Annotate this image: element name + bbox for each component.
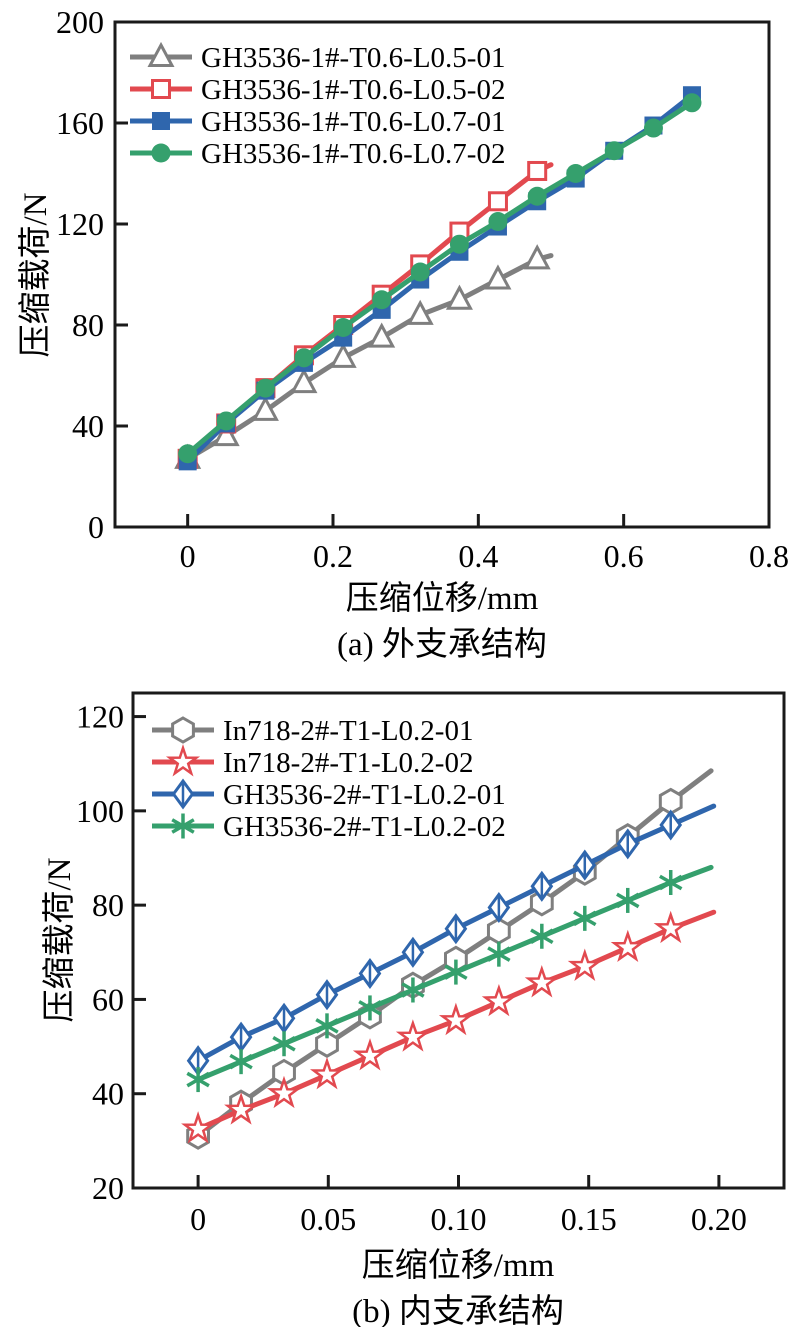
series-In718-2#-T1-L0.2-02 [181,909,717,1144]
legend-label: GH3536-1#-T0.6-L0.7-02 [201,138,505,170]
legend-entry-GH3536-2#-T1-L0.2-01: GH3536-2#-T1-L0.2-01 [152,778,506,811]
legend-entry-GH3536-1#-T0.6-L0.5-01: GH3536-1#-T0.6-L0.5-01 [130,41,505,74]
legend-label: In718-2#-T1-L0.2-01 [223,715,473,747]
series-GH3536-2#-T1-L0.2-01 [186,803,717,1077]
x-tick-label: 0 [180,538,196,574]
y-tick-label: 40 [72,408,104,444]
chart-b-canvas: 0 0.05 0.10 0.15 0.20 20 40 60 80 100 120 In718-2#-… [76,691,786,1237]
x-tick-label: 0.10 [431,1201,487,1237]
chart-a-y-axis-label: 压缩载荷/N [18,192,54,358]
y-tick-label: 100 [76,793,124,829]
series-GH3536-2#-T1-L0.2-02 [186,864,714,1093]
y-tick-label: 20 [92,1170,124,1206]
x-tick-label: 0.6 [604,538,644,574]
series-markers [186,870,683,1093]
legend-entry-In718-2#-T1-L0.2-01: In718-2#-T1-L0.2-01 [152,715,473,747]
chart-a-canvas: 0 0.2 0.4 0.6 0.8 0 40 80 120 160 200 GH3536-1#-T0.… [56,4,789,574]
chart-a-x-axis-label: 压缩位移/mm [345,581,539,617]
y-tick-label: 200 [56,4,104,40]
legend: GH3536-1#-T0.6-L0.5-01GH3536-1#-T0.6-L0.… [130,41,505,170]
y-tick-label: 160 [56,105,104,141]
legend-entry-GH3536-1#-T0.6-L0.7-01: GH3536-1#-T0.6-L0.7-01 [130,106,505,138]
y-tick-label: 80 [92,887,124,923]
series-markers [174,244,551,469]
legend-label: GH3536-2#-T1-L0.2-01 [223,779,506,811]
legend-entry-In718-2#-T1-L0.2-02: In718-2#-T1-L0.2-02 [152,744,473,779]
x-tick-label: 0.2 [313,538,353,574]
chart-b-section: 0 0.05 0.10 0.15 0.20 20 40 60 80 100 120 In718-2#-… [0,690,811,1327]
chart-b-x-axis-label: 压缩位移/mm [361,1248,555,1284]
y-tick-label: 60 [92,981,124,1017]
x-tick-label: 0.05 [300,1201,356,1237]
legend-label: GH3536-1#-T0.6-L0.5-01 [201,42,505,74]
legend-label: GH3536-1#-T0.6-L0.5-02 [201,74,505,106]
x-tick-label: 0.8 [749,538,789,574]
series-GH3536-1#-T0.6-L0.5-01 [174,244,554,469]
legend-entry-GH3536-2#-T1-L0.2-02: GH3536-2#-T1-L0.2-02 [152,811,506,843]
chart-b-y-axis-label: 压缩载荷/N [42,857,78,1023]
y-tick-label: 0 [88,509,104,545]
legend-entry-GH3536-1#-T0.6-L0.7-02: GH3536-1#-T0.6-L0.7-02 [130,138,505,170]
chart-b-caption: (b) 内支承结构 [352,1294,564,1327]
series-markers [178,93,702,464]
x-tick-label: 0.4 [458,538,498,574]
legend-label: GH3536-2#-T1-L0.2-02 [223,811,506,843]
legend-label: In718-2#-T1-L0.2-02 [223,747,473,779]
legend: In718-2#-T1-L0.2-01In718-2#-T1-L0.2-02GH… [152,715,506,843]
x-tick-label: 0 [190,1201,206,1237]
y-tick-label: 120 [56,206,104,242]
series-markers [186,787,683,1150]
legend-entry-GH3536-1#-T0.6-L0.5-02: GH3536-1#-T0.6-L0.5-02 [130,74,505,106]
chart-a-caption: (a) 外支承结构 [337,627,547,663]
plot-frame [113,20,771,529]
y-tick-label: 80 [72,307,104,343]
y-tick-label: 40 [92,1076,124,1112]
x-tick-label: 0.20 [691,1201,747,1237]
legend-label: GH3536-1#-T0.6-L0.7-01 [201,106,505,138]
chart-a-section: 0 0.2 0.4 0.6 0.8 0 40 80 120 160 200 GH3536-1#-T0.… [18,4,789,663]
series-markers [181,910,688,1144]
x-tick-label: 0.15 [561,1201,617,1237]
y-tick-label: 120 [76,699,124,735]
series-GH3536-1#-T0.6-L0.7-02 [178,93,702,464]
